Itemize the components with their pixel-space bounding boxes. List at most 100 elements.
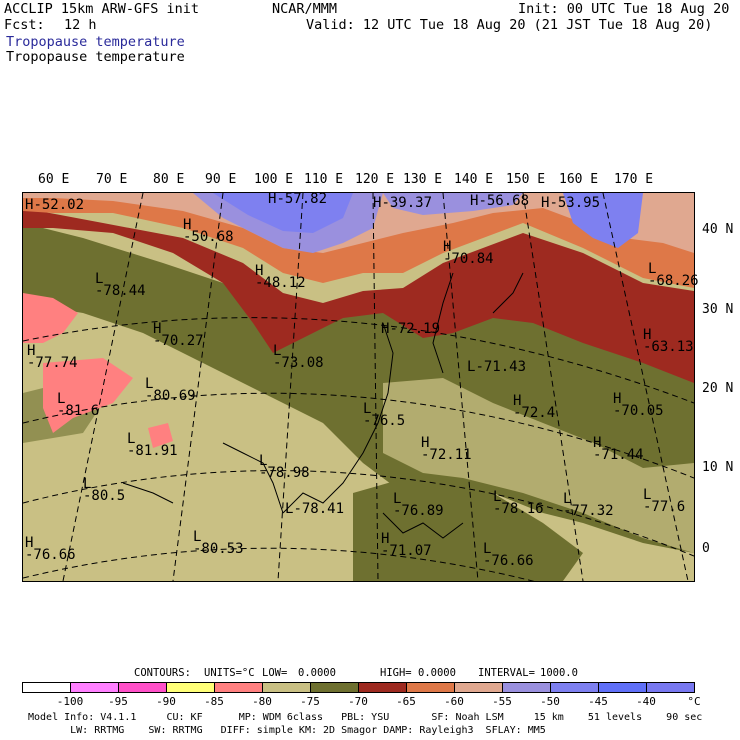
colorbar-units: °C — [687, 695, 701, 708]
contours-label: CONTOURS: — [134, 667, 191, 679]
colorbar-swatch — [167, 683, 215, 692]
hl-label: L -76.89 — [393, 491, 444, 519]
hl-label: H-52.02 — [25, 197, 85, 213]
hl-label: L -78.98 — [259, 453, 310, 481]
lon-label: 140 E — [454, 172, 494, 187]
lon-label: 80 E — [153, 172, 185, 187]
hl-label: H-56.68 — [470, 193, 530, 209]
init-time: Init: 00 UTC Tue 18 Aug 20 — [518, 1, 730, 17]
colorbar-tick: -45 — [588, 695, 608, 708]
hl-label: L -78.44 — [95, 271, 146, 299]
colorbar-swatch — [647, 683, 694, 692]
lon-label: 60 E — [38, 172, 70, 187]
hl-label: H -71.44 — [593, 435, 644, 463]
lon-label: 120 E — [355, 172, 395, 187]
colorbar-tick: -65 — [396, 695, 416, 708]
lon-label: 110 E — [304, 172, 344, 187]
hl-label: L -77.6 — [643, 487, 686, 515]
field-title-1: Tropopause temperature — [6, 34, 185, 50]
colorbar-tick: -50 — [540, 695, 560, 708]
colorbar-tick: -80 — [252, 695, 272, 708]
hl-label: H -70.05 — [613, 391, 664, 419]
hl-label: H -50.68 — [183, 217, 234, 245]
fcst-label: Fcst: — [4, 17, 45, 33]
colorbar-tick: -40 — [636, 695, 656, 708]
org-label: NCAR/MMM — [272, 1, 338, 17]
hl-label: L -77.32 — [563, 491, 614, 519]
model-info-line-1: Model Info: V4.1.1 CU: KF MP: WDM 6class… — [28, 712, 703, 723]
lat-label: 30 N — [702, 302, 734, 317]
colorbar — [22, 682, 695, 693]
colorbar-swatch — [119, 683, 167, 692]
hl-label: L -80.69 — [145, 376, 196, 404]
hl-label: L -73.08 — [273, 343, 324, 371]
hl-label: L -81.91 — [127, 431, 178, 459]
hl-label: H-57.82 — [268, 191, 328, 207]
hl-label: H -77.74 — [27, 343, 78, 371]
colorbar-swatch — [599, 683, 647, 692]
lat-label: 40 N — [702, 222, 734, 237]
hl-label: H-72.19 — [381, 321, 441, 337]
colorbar-swatch — [71, 683, 119, 692]
model-info-line-2: LW: RRTMG SW: RRTMG DIFF: simple KM: 2D … — [28, 725, 546, 736]
high-label: HIGH= — [380, 667, 412, 679]
hl-label: H -72.4 — [513, 393, 556, 421]
field-title-2: Tropopause temperature — [6, 49, 185, 65]
lat-label: 0 — [702, 541, 710, 556]
lon-label: 160 E — [559, 172, 599, 187]
valid-time: Valid: 12 UTC Tue 18 Aug 20 (21 JST Tue … — [306, 17, 713, 33]
colorbar-swatch — [503, 683, 551, 692]
hl-label: L-71.43 — [467, 359, 527, 375]
hl-label: H -63.13 — [643, 327, 694, 355]
lon-label: 170 E — [614, 172, 654, 187]
hl-label: H -48.12 — [255, 263, 306, 291]
colorbar-tick: -85 — [204, 695, 224, 708]
lon-label: 100 E — [254, 172, 294, 187]
hl-label: L -68.26 — [648, 261, 699, 289]
tropopause-temperature-map: H-52.02 H -50.68 H-57.82 H-39.37 H-56.68 … — [22, 191, 699, 634]
interval-label: INTERVAL= — [478, 667, 535, 679]
colorbar-swatch — [263, 683, 311, 692]
colorbar-tick: -70 — [348, 695, 368, 708]
colorbar-swatch — [551, 683, 599, 692]
units-label: UNITS=°C — [204, 667, 255, 679]
colorbar-swatch — [407, 683, 455, 692]
hl-label: H-53.95 — [541, 195, 601, 211]
colorbar-tick: -60 — [444, 695, 464, 708]
lat-label: 10 N — [702, 460, 734, 475]
hl-label: L -80.5 — [83, 476, 126, 504]
fcst-value: 12 h — [64, 17, 97, 33]
colorbar-swatch — [455, 683, 503, 692]
colorbar-swatch — [215, 683, 263, 692]
colorbar-swatch — [23, 683, 71, 692]
hl-label: L -80.53 — [193, 529, 244, 557]
map-canvas — [22, 192, 695, 634]
hl-label: L -76.66 — [483, 541, 534, 569]
hl-label: H -70.27 — [153, 321, 204, 349]
colorbar-tick: -95 — [108, 695, 128, 708]
colorbar-tick: -55 — [492, 695, 512, 708]
lat-label: 20 N — [702, 381, 734, 396]
low-label: LOW= — [262, 667, 288, 679]
colorbar-tick: -90 — [156, 695, 176, 708]
lon-label: 130 E — [403, 172, 443, 187]
hl-label: L -81.6 — [57, 391, 100, 419]
lon-label: 70 E — [96, 172, 128, 187]
hl-label: L -76.5 — [363, 401, 406, 429]
colorbar-swatch — [359, 683, 407, 692]
colorbar-tick: -75 — [300, 695, 320, 708]
colorbar-tick: -100 — [56, 695, 84, 708]
model-title: ACCLIP 15km ARW-GFS init — [4, 1, 200, 17]
hl-label: H -71.07 — [381, 531, 432, 559]
low-value: 0.0000 — [298, 667, 336, 679]
hl-label: H -72.11 — [421, 435, 472, 463]
high-value: 0.0000 — [418, 667, 456, 679]
colorbar-swatch — [311, 683, 359, 692]
hl-label: L -78.16 — [493, 489, 544, 517]
lon-label: 90 E — [205, 172, 237, 187]
interval-value: 1000.0 — [540, 667, 578, 679]
hl-label: H-39.37 — [373, 195, 433, 211]
hl-label: L-78.41 — [285, 501, 345, 517]
hl-label: H -70.84 — [443, 239, 494, 267]
hl-label: H -76.66 — [25, 535, 76, 563]
